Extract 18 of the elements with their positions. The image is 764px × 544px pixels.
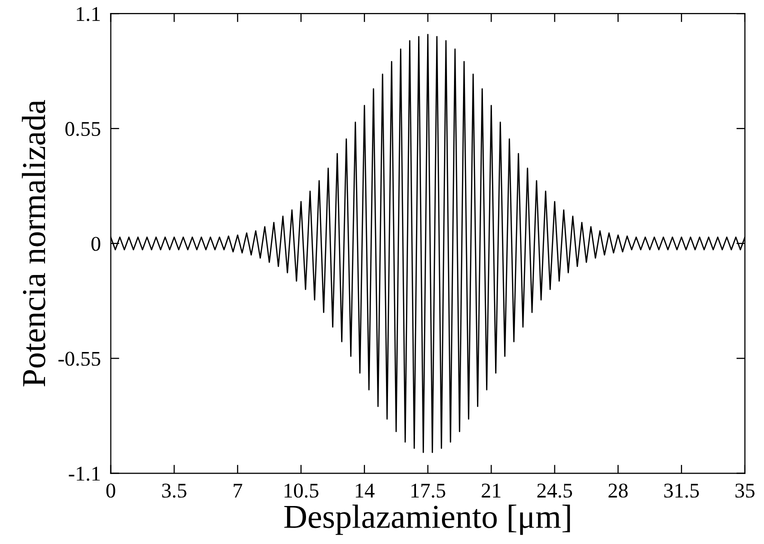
- x-tick-label: 3.5: [162, 484, 186, 498]
- x-tick-label: 17.5: [411, 484, 446, 498]
- x-tick-label: 10.5: [284, 484, 318, 498]
- y-tick-label: -1.1: [68, 466, 100, 481]
- x-tick-label: 0: [106, 484, 116, 498]
- x-tick-label: 21: [482, 484, 500, 498]
- x-tick-label: 28: [608, 484, 628, 498]
- x-tick-label: 14: [356, 484, 375, 498]
- y-tick-label: 0.55: [65, 122, 100, 136]
- y-axis-title: Potencia normalizada: [22, 100, 46, 386]
- x-axis-title: Desplazamiento [μm]: [284, 504, 570, 535]
- y-tick-label: -0.55: [58, 352, 100, 366]
- x-tick-label: 7: [234, 484, 242, 498]
- x-tick-label: 31.5: [664, 484, 699, 498]
- y-tick-label: 1.1: [76, 7, 100, 22]
- x-tick-label: 24.5: [537, 484, 572, 498]
- y-tick-label: 0: [91, 236, 100, 251]
- x-tick-label: 35: [735, 484, 755, 498]
